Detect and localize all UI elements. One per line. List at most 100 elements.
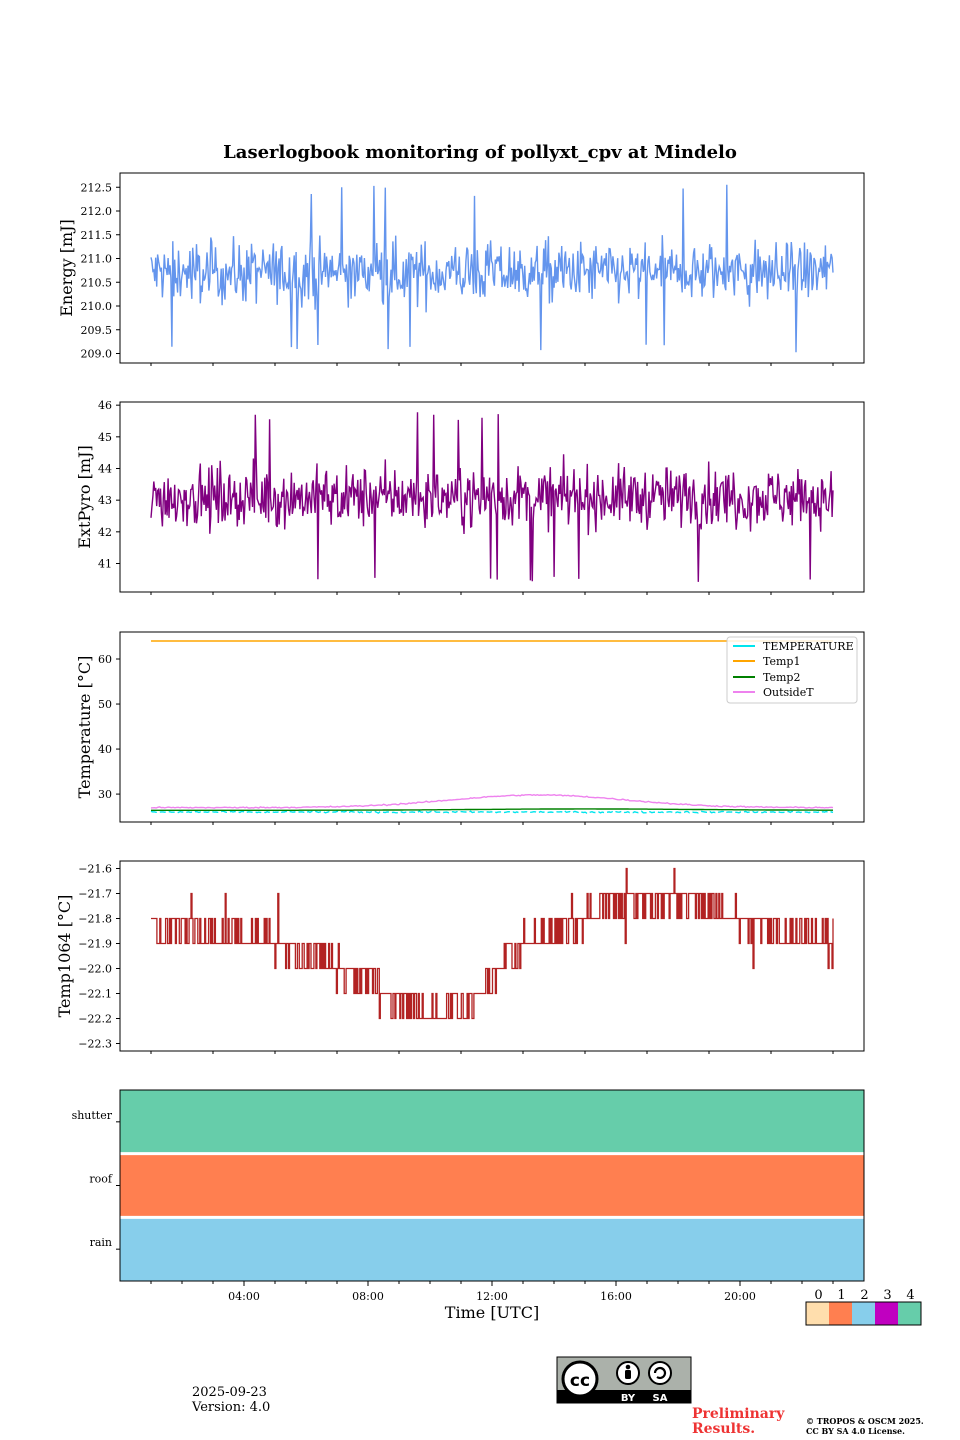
colorbar-swatch-3 (875, 1302, 898, 1325)
status-row-label-rain: rain (90, 1236, 112, 1249)
y-tick-label: 41 (98, 558, 112, 571)
by-label: BY (621, 1393, 636, 1404)
energy-axes-frame (119, 172, 865, 364)
y-tick-label: 45 (98, 431, 112, 444)
y-tick-label: 210.5 (81, 276, 113, 289)
outsidet-series-line (150, 793, 834, 809)
status-row-labels: shutter roof rain (72, 1109, 120, 1250)
y-tick-label: 40 (98, 743, 112, 756)
x-tick-label: 12:00 (476, 1290, 508, 1303)
status-rows (120, 1090, 864, 1281)
colorbar-label-3: 3 (883, 1288, 891, 1303)
legend-label-temp1: Temp1 (763, 655, 800, 668)
temp1064-series-line (151, 867, 834, 1020)
y-tick-label: −21.6 (78, 863, 112, 876)
y-tick-label: 42 (98, 526, 112, 539)
y-tick-label: 46 (98, 399, 112, 412)
status-row-label-roof: roof (89, 1173, 113, 1186)
colorbar-label-1: 1 (837, 1288, 845, 1303)
temperature-y-ticks: 30 40 50 60 (98, 653, 834, 825)
status-panel: shutter roof rain 04:00 08:00 12:00 16:00 20:0… (72, 1089, 865, 1322)
energy-y-ticks: 209.0 209.5 210.0 210.5 211.0 211.5 212.0 212.5 (81, 181, 834, 366)
extpyro-plot-area (150, 412, 834, 582)
status-row-roof (120, 1153, 864, 1218)
temperature-panel: 30 40 50 60 Temperature [°C] TEMPERATURE Te… (75, 631, 865, 825)
x-tick-label: 16:00 (600, 1290, 632, 1303)
colorbar-label-2: 2 (860, 1288, 868, 1303)
by-person-body (625, 1370, 631, 1379)
legend-label-temp2: Temp2 (763, 671, 800, 684)
y-tick-label: 209.0 (81, 348, 113, 361)
y-tick-label: 43 (98, 494, 112, 507)
y-tick-label: −22.2 (78, 1013, 112, 1026)
sa-arrow-icon (653, 1366, 667, 1380)
temp1064-plot-area (151, 867, 834, 1020)
energy-y-axis-label: Energy [mJ] (57, 219, 76, 317)
y-tick-label: 210.0 (81, 300, 113, 313)
temperature-legend: TEMPERATURE Temp1 Temp2 OutsideT (726, 636, 858, 704)
status-row-label-shutter: shutter (72, 1109, 113, 1122)
copyright-line-1: © TROPOS & OSCM 2025. (806, 1416, 924, 1426)
y-tick-label: 50 (98, 698, 112, 711)
footer-date: 2025-09-23 (192, 1385, 267, 1400)
status-row-rain (120, 1217, 864, 1281)
y-tick-label: −21.8 (78, 913, 112, 926)
footer-version: Version: 4.0 (191, 1400, 270, 1415)
y-tick-label: −22.1 (78, 988, 112, 1001)
y-tick-label: −21.7 (78, 888, 112, 901)
temp2-series-line (151, 808, 833, 811)
energy-plot-area (150, 184, 834, 353)
chart-title: Laserlogbook monitoring of pollyxt_cpv a… (223, 142, 737, 163)
x-tick-label: 08:00 (352, 1290, 384, 1303)
temperature-axes-frame (119, 631, 865, 823)
y-tick-label: 211.5 (81, 229, 113, 242)
cc-icon (561, 1360, 599, 1398)
x-tick-label: 04:00 (228, 1290, 260, 1303)
x-tick-label: 20:00 (724, 1290, 756, 1303)
temperature-plot-area (150, 640, 834, 815)
y-tick-label: −22.3 (78, 1038, 112, 1051)
sa-share-icon (648, 1361, 672, 1385)
y-tick-label: 30 (98, 788, 112, 801)
extpyro-y-ticks: 41 42 43 44 45 46 (98, 399, 834, 595)
temperature-series-line (150, 810, 834, 815)
y-tick-label: 212.0 (81, 205, 113, 218)
extpyro-panel: 41 42 43 44 45 46 ExtPyro [mJ] (75, 399, 865, 595)
y-tick-label: 209.5 (81, 324, 113, 337)
legend-box (726, 636, 858, 704)
legend-label-outsidet: OutsideT (763, 686, 814, 699)
colorbar-label-0: 0 (814, 1288, 822, 1303)
cc-license-badge: cc BY SA (556, 1356, 692, 1404)
colorbar-swatch-1 (829, 1302, 852, 1325)
y-tick-label: 211.0 (81, 253, 113, 266)
temperature-y-axis-label: Temperature [°C] (75, 656, 94, 799)
y-tick-label: 44 (98, 463, 112, 476)
extpyro-y-axis-label: ExtPyro [mJ] (75, 445, 94, 548)
copyright-line-2: CC BY SA 4.0 License. (806, 1426, 905, 1436)
sa-label: SA (653, 1393, 668, 1404)
y-tick-label: 212.5 (81, 181, 113, 194)
temp1064-axes-frame (119, 860, 865, 1052)
temp1064-y-axis-label: Temp1064 [°C] (55, 895, 74, 1018)
status-row-shutter (120, 1090, 864, 1154)
preliminary-line-2: Results. (692, 1421, 755, 1437)
time-x-axis-label: Time [UTC] (445, 1303, 539, 1322)
colorbar-frame (805, 1301, 922, 1326)
energy-series-line (150, 184, 834, 353)
colorbar-swatch-4 (898, 1302, 921, 1325)
extpyro-axes-frame (119, 401, 865, 593)
y-tick-label: 60 (98, 653, 112, 666)
cc-icon-glyph: cc (570, 1371, 590, 1391)
colorbar-label-4: 4 (906, 1288, 914, 1303)
preliminary-line-1: Preliminary (692, 1406, 785, 1422)
temp1064-y-ticks: −21.6 −21.7 −21.8 −21.9 −22.0 −22.1 −22.2 −22.3 (78, 863, 834, 1054)
by-person-head (625, 1364, 631, 1370)
temp1064-panel: −21.6 −21.7 −21.8 −21.9 −22.0 −22.1 −22.2 −22.3… (55, 860, 865, 1054)
y-tick-label: −21.9 (78, 938, 112, 951)
legend-label-temperature: TEMPERATURE (763, 640, 854, 653)
extpyro-series-line (150, 412, 834, 582)
colorbar-swatch-0 (806, 1302, 829, 1325)
y-tick-label: −22.0 (78, 963, 112, 976)
time-x-ticks: 04:00 08:00 12:00 16:00 20:00 (150, 1281, 834, 1303)
